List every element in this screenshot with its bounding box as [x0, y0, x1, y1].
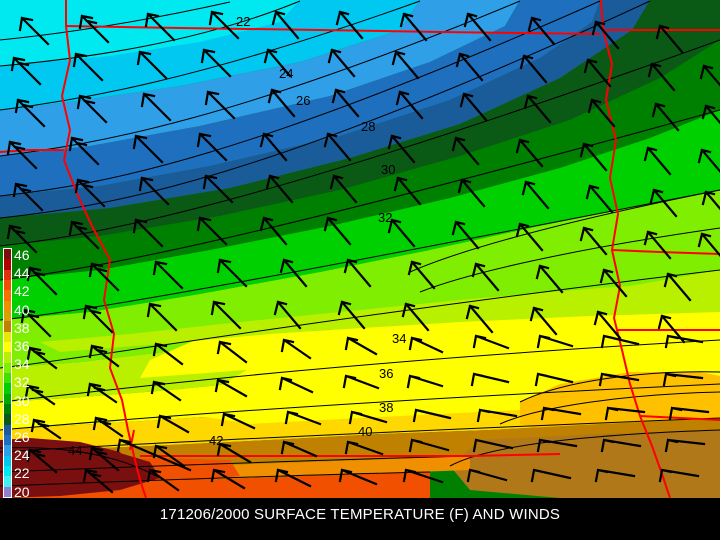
colorbar-tick-label: 40 [14, 301, 30, 318]
colorbar-tick-label: 20 [14, 483, 30, 500]
colorbar-tick-label: 28 [14, 410, 30, 427]
contour-label: 36 [379, 366, 393, 381]
colorbar-segment [4, 259, 11, 270]
temperature-fill-layer [0, 0, 720, 498]
colorbar-tick-label: 24 [14, 447, 30, 464]
colorbar-tick-label: 34 [14, 356, 30, 373]
colorbar-tick-label: 32 [14, 374, 30, 391]
colorbar-segment [4, 445, 11, 456]
colorbar-tick-label: 38 [14, 319, 30, 336]
contour-label: 32 [378, 210, 392, 225]
colorbar-segment [4, 486, 11, 497]
colorbar-segment [4, 414, 11, 425]
colorbar-segment [4, 434, 11, 446]
colorbar-segment [4, 383, 11, 394]
contour-label: 42 [209, 433, 223, 448]
caption-text: 171206/2000 SURFACE TEMPERATURE (F) AND … [159, 506, 561, 523]
colorbar-segment [4, 249, 11, 260]
colorbar-segment [4, 290, 11, 301]
contour-label: 40 [358, 424, 372, 439]
colorbar-segment [4, 352, 11, 363]
caption-bar: 171206/2000 SURFACE TEMPERATURE (F) AND … [0, 498, 720, 540]
colorbar-segment [4, 341, 11, 353]
contour-label: 22 [236, 14, 250, 29]
colorbar[interactable] [3, 248, 12, 498]
colorbar-tick-label: 46 [14, 247, 30, 263]
contour-label: 30 [381, 162, 395, 177]
colorbar-tick-label: 36 [14, 338, 30, 354]
contour-label: 38 [379, 400, 393, 415]
colorbar-segment [4, 372, 11, 384]
colorbar-tick-label: 44 [14, 265, 30, 282]
contour-label: 24 [279, 66, 293, 81]
colorbar-tick-label: 22 [14, 465, 30, 482]
colorbar-segment [4, 310, 11, 322]
colorbar-segment [4, 424, 11, 435]
colorbar-segment [4, 362, 11, 373]
colorbar-segment [4, 476, 11, 487]
state-borders-layer [0, 0, 720, 498]
colorbar-segment [4, 403, 11, 415]
colorbar-tick-label: 26 [14, 429, 30, 445]
colorbar-label-group: 46 44 42 40 38 36 34 32 30 28 26 24 22 20 [14, 244, 54, 502]
contour-label: 28 [361, 119, 375, 134]
wind-barbs-layer [6, 10, 720, 494]
colorbar-segment [4, 279, 11, 291]
contour-label: 34 [392, 331, 406, 346]
colorbar-segment [4, 455, 11, 466]
colorbar-segment [4, 393, 11, 404]
colorbar-segment [4, 321, 11, 332]
contour-label: 44 [68, 443, 82, 458]
colorbar-segment [4, 269, 11, 280]
colorbar-tick-label: 30 [14, 392, 30, 409]
map-canvas[interactable]: 22 24 26 28 30 32 34 36 38 40 42 44 [0, 0, 720, 498]
colorbar-tick-label: 42 [14, 283, 30, 300]
colorbar-segment [4, 300, 11, 311]
colorbar-segment [4, 331, 11, 342]
colorbar-segment [4, 465, 11, 477]
contour-label: 26 [296, 93, 310, 108]
